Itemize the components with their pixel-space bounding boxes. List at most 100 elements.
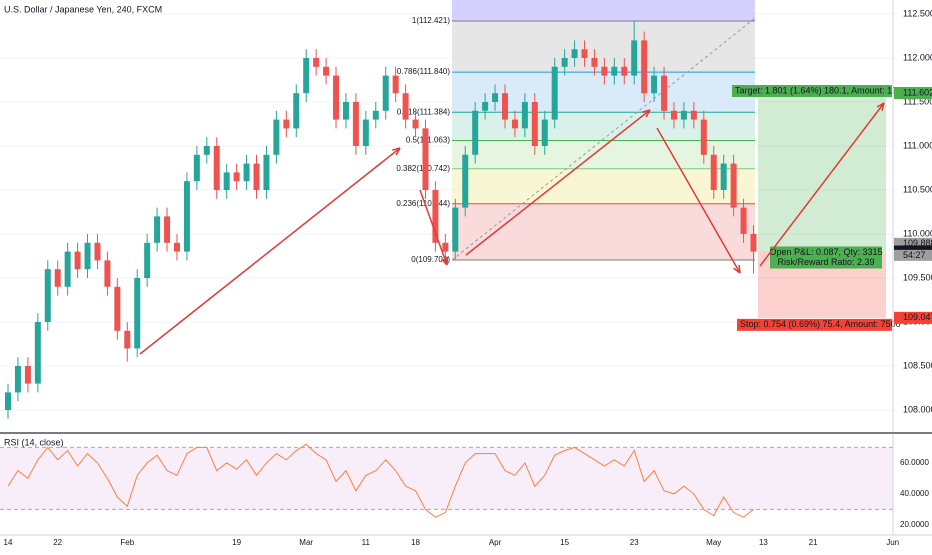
- candle-body: [293, 93, 300, 129]
- candle-body: [651, 75, 658, 94]
- arrow-head: [392, 147, 401, 156]
- arrow: [759, 102, 885, 267]
- y-tick-label: 108.500: [903, 360, 932, 370]
- candle-body: [273, 119, 280, 155]
- y-tick-label: 108.000: [903, 404, 932, 414]
- candle-body: [124, 330, 131, 349]
- candle-body: [740, 207, 747, 234]
- candle-body: [710, 154, 717, 190]
- candle-body: [44, 269, 51, 322]
- y-tick-label: 111.500: [903, 96, 932, 106]
- x-tick-label: 14: [4, 538, 13, 547]
- candle-body: [462, 154, 469, 208]
- x-tick-label: 15: [560, 538, 569, 547]
- x-tick-label: Apr: [489, 538, 502, 547]
- candle-body: [641, 40, 648, 94]
- candle-body: [412, 119, 419, 129]
- candle-body: [422, 128, 429, 190]
- fib-band: [452, 72, 755, 113]
- candle-body: [621, 66, 628, 76]
- arrow: [656, 127, 741, 274]
- candle-body: [402, 93, 409, 120]
- candle-body: [164, 216, 171, 243]
- candle-body: [54, 269, 61, 287]
- candle-body: [223, 172, 230, 190]
- price-label-box: [894, 311, 932, 324]
- candle-body: [442, 242, 449, 252]
- fib-band: [452, 140, 755, 169]
- target-label: Target: 1.801 (1.64%) 180.1, Amount: 159…: [735, 85, 907, 95]
- candle-body: [472, 110, 479, 155]
- fib-band: [452, 203, 755, 261]
- stop-box: [737, 318, 892, 331]
- fib-label: 1(112.421): [412, 16, 450, 25]
- candle-body: [213, 145, 220, 190]
- candle-body: [114, 286, 121, 331]
- x-tick-label: 13: [759, 538, 768, 547]
- countdown: 54:27: [903, 250, 926, 260]
- arrow-head: [733, 264, 741, 274]
- candle-body: [313, 57, 320, 67]
- candle-body: [392, 75, 399, 94]
- x-tick-label: Jun: [886, 538, 899, 547]
- candle-body: [193, 154, 200, 182]
- candle-body: [263, 154, 270, 190]
- y-tick-label: 110.500: [903, 184, 932, 194]
- candle-body: [352, 101, 359, 146]
- y-tick-label: 112.500: [903, 8, 932, 18]
- y-tick-label: 111.000: [903, 140, 932, 150]
- candle-body: [551, 66, 558, 120]
- candle-body: [492, 93, 499, 102]
- rsi-title: RSI (14, close): [4, 437, 64, 447]
- candle-body: [342, 101, 349, 120]
- candle-body: [700, 119, 707, 155]
- x-tick-label: 19: [232, 538, 241, 547]
- candle-body: [303, 57, 310, 94]
- candle-body: [482, 101, 489, 111]
- arrow: [465, 109, 651, 256]
- rsi-tick-label: 40.0000: [900, 489, 929, 498]
- candle-body: [203, 145, 210, 155]
- candle-body: [283, 119, 290, 129]
- candle-body: [581, 49, 588, 58]
- candle-body: [661, 75, 668, 111]
- candle-body: [253, 163, 260, 190]
- fib-label: 0(109.704): [411, 255, 450, 264]
- candle-body: [511, 119, 518, 129]
- fib-band: [452, 20, 755, 73]
- x-tick-label: 23: [630, 538, 639, 547]
- x-tick-label: Feb: [120, 538, 134, 547]
- candle-body: [531, 101, 538, 146]
- candle-body: [14, 365, 21, 393]
- candle-body: [611, 66, 618, 76]
- price-label: 109.888: [903, 238, 932, 248]
- candle-body: [561, 57, 568, 67]
- fib-band: [452, 112, 755, 141]
- candle-body: [372, 110, 379, 120]
- candle-body: [5, 392, 11, 410]
- target-box: [732, 85, 892, 98]
- x-tick-label: 21: [809, 538, 818, 547]
- pnl-box: [770, 246, 882, 269]
- arrow-head: [876, 102, 885, 111]
- y-tick-label: 109.500: [903, 272, 932, 282]
- candle-body: [183, 181, 190, 252]
- candle-body: [144, 242, 151, 278]
- rsi-tick-label: 60.0000: [900, 458, 929, 467]
- candle-body: [173, 242, 180, 252]
- candle-body: [601, 66, 608, 76]
- candle-body: [720, 163, 727, 190]
- price-label-box: [894, 87, 932, 100]
- candle-body: [94, 242, 101, 261]
- stop-label: Stop: 0.754 (0.69%) 75.4, Amount: 7500: [740, 319, 901, 329]
- x-tick-label: 18: [411, 538, 420, 547]
- candle-body: [154, 216, 161, 243]
- x-tick-label: May: [706, 538, 721, 547]
- candle-body: [750, 233, 757, 252]
- target-zone: [758, 93, 886, 252]
- candle-body: [74, 251, 81, 270]
- candle-body: [541, 119, 548, 146]
- candle-body: [233, 172, 240, 182]
